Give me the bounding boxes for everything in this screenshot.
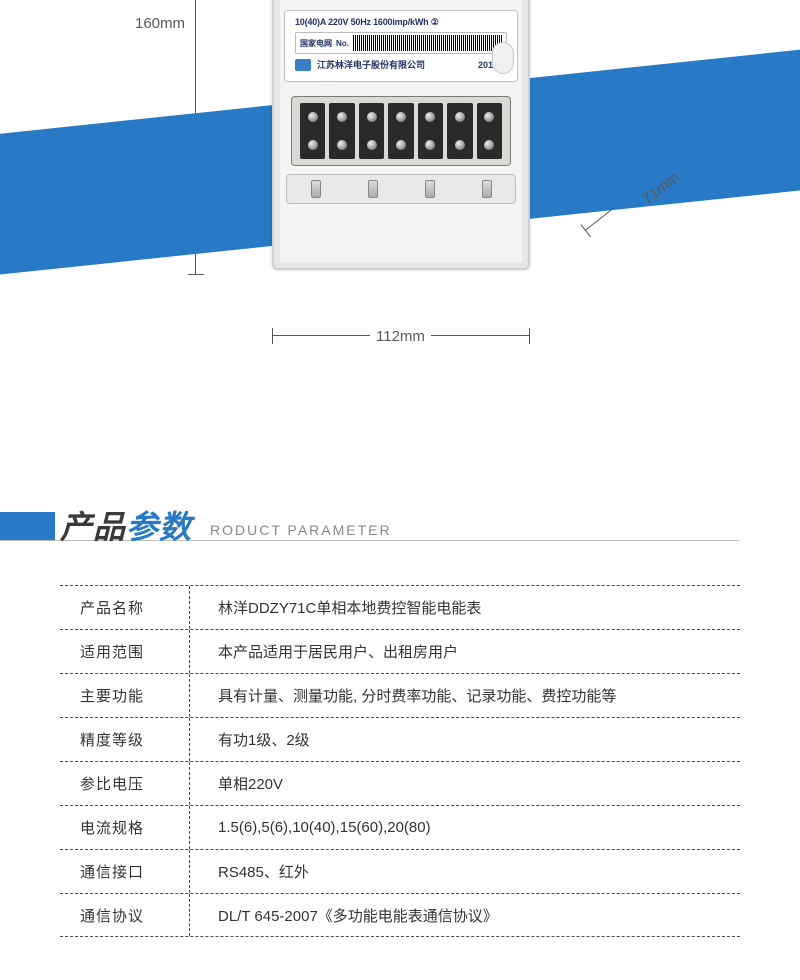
manufacturer-name: 江苏林洋电子股份有限公司 bbox=[317, 58, 425, 71]
height-dimension-label: 160mm bbox=[135, 15, 185, 32]
spec-value: 本产品适用于居民用户、出租房用户 bbox=[190, 641, 740, 662]
table-row: 参比电压单相220V bbox=[60, 761, 740, 805]
spec-value: DL/T 645-2007《多功能电能表通信协议》 bbox=[190, 905, 740, 926]
meter-face: 10(40)A 220V 50Hz 1600imp/kWh ② 国家电网 No.… bbox=[284, 10, 518, 82]
spec-key: 精度等级 bbox=[60, 718, 190, 761]
meter-button-icon bbox=[492, 42, 514, 74]
barcode-icon bbox=[353, 35, 502, 51]
table-row: 主要功能具有计量、测量功能, 分时费率功能、记录功能、费控功能等 bbox=[60, 673, 740, 717]
meter-spec-line: 10(40)A 220V 50Hz 1600imp/kWh ② bbox=[295, 17, 507, 28]
spec-value: 具有计量、测量功能, 分时费率功能、记录功能、费控功能等 bbox=[190, 685, 740, 706]
product-diagram: 160mm DDZY71C型单相费控智能电能表 10(40)A 220V 50H… bbox=[0, 0, 800, 470]
spec-key: 主要功能 bbox=[60, 674, 190, 717]
heading-title-cn: 产品参数 bbox=[60, 502, 192, 548]
specification-table: 产品名称林洋DDZY71C单相本地费控智能电能表适用范围本产品适用于居民用户、出… bbox=[60, 585, 740, 937]
manufacturer-logo-icon bbox=[295, 59, 311, 71]
table-row: 产品名称林洋DDZY71C单相本地费控智能电能表 bbox=[60, 585, 740, 629]
spec-value: 单相220V bbox=[190, 773, 740, 794]
table-row: 电流规格1.5(6),5(6),10(40),15(60),20(80) bbox=[60, 805, 740, 849]
table-row: 精度等级有功1级、2级 bbox=[60, 717, 740, 761]
spec-key: 适用范围 bbox=[60, 630, 190, 673]
meter-manufacturer-row: 江苏林洋电子股份有限公司 2010年 bbox=[295, 58, 507, 71]
heading-accent-block bbox=[0, 512, 55, 540]
heading-title-cn-part2: 参数 bbox=[126, 509, 192, 545]
table-row: 通信接口RS485、红外 bbox=[60, 849, 740, 893]
heading-title-en: RODUCT PARAMETER bbox=[210, 522, 392, 538]
spec-key: 通信协议 bbox=[60, 894, 190, 936]
terminal-block bbox=[291, 96, 511, 166]
spec-value: 1.5(6),5(6),10(40),15(60),20(80) bbox=[190, 819, 740, 836]
barcode-no-label: No. bbox=[336, 39, 349, 48]
spec-key: 通信接口 bbox=[60, 850, 190, 893]
section-heading: 产品参数 RODUCT PARAMETER bbox=[0, 500, 800, 560]
barcode-left-label: 国家电网 bbox=[300, 38, 332, 49]
width-dimension-label: 112mm bbox=[370, 328, 431, 345]
terminal-cover bbox=[286, 174, 516, 204]
heading-title-cn-part1: 产品 bbox=[60, 509, 126, 545]
energy-meter-illustration: DDZY71C型单相费控智能电能表 10(40)A 220V 50Hz 1600… bbox=[272, 0, 530, 270]
spec-key: 参比电压 bbox=[60, 762, 190, 805]
meter-barcode-row: 国家电网 No. bbox=[295, 32, 507, 54]
spec-key: 产品名称 bbox=[60, 586, 190, 629]
table-row: 通信协议DL/T 645-2007《多功能电能表通信协议》 bbox=[60, 893, 740, 937]
spec-key: 电流规格 bbox=[60, 806, 190, 849]
table-row: 适用范围本产品适用于居民用户、出租房用户 bbox=[60, 629, 740, 673]
spec-value: 林洋DDZY71C单相本地费控智能电能表 bbox=[190, 597, 740, 618]
spec-value: RS485、红外 bbox=[190, 861, 740, 882]
spec-value: 有功1级、2级 bbox=[190, 729, 740, 750]
